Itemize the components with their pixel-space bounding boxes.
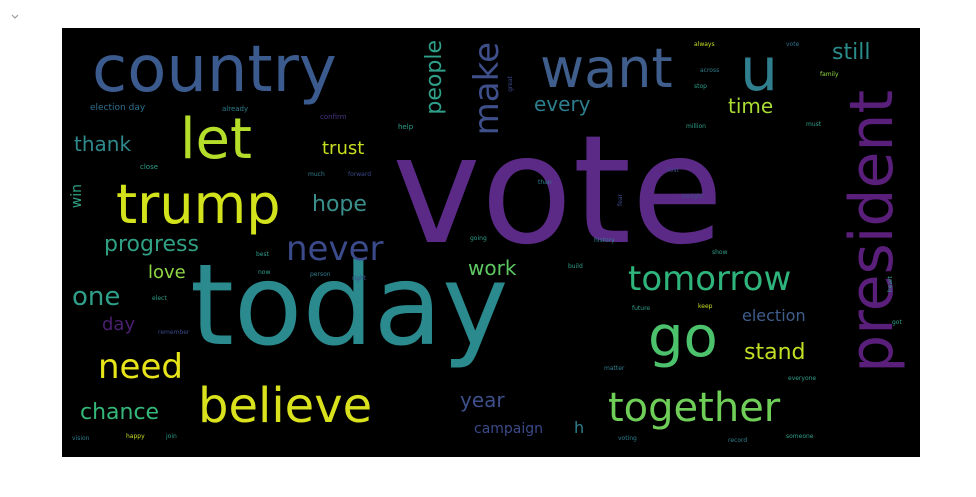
- cloud-word: much: [308, 171, 325, 178]
- collapse-toggle[interactable]: [4, 6, 26, 28]
- cloud-word: now: [258, 269, 271, 276]
- cloud-word: than: [538, 179, 552, 186]
- cloud-word: tonight: [682, 193, 704, 200]
- cloud-word: remember: [158, 329, 190, 336]
- cloud-word: going: [470, 235, 487, 242]
- cloud-word: h: [574, 418, 585, 437]
- cloud-word: everyone: [788, 375, 817, 382]
- cloud-word: need: [98, 347, 183, 387]
- cloud-word: never: [286, 229, 384, 269]
- cloud-word: every: [534, 92, 591, 116]
- cloud-word: day: [102, 314, 136, 335]
- cloud-word: stop: [694, 83, 707, 90]
- cloud-word: vote: [392, 104, 724, 278]
- cloud-word: always: [694, 41, 715, 48]
- cloud-word: go: [648, 305, 718, 370]
- cloud-word: keep: [698, 303, 713, 310]
- cloud-word: history: [594, 237, 615, 244]
- cloud-word: progress: [104, 232, 199, 257]
- cloud-word: hope: [312, 192, 367, 217]
- cloud-word: stand: [744, 340, 806, 365]
- cloud-word: want: [540, 37, 673, 100]
- cloud-word: chance: [80, 400, 160, 425]
- cloud-word: let: [180, 107, 252, 172]
- cloud-word: together: [608, 385, 781, 431]
- cloud-word: campaign: [474, 421, 544, 437]
- cloud-word: elect: [152, 295, 167, 302]
- cloud-word: year: [460, 388, 505, 412]
- cloud-word: election: [742, 306, 806, 325]
- cloud-word: person: [310, 271, 331, 278]
- cloud-word: happy: [126, 433, 145, 440]
- cloud-word: must: [806, 121, 822, 128]
- cloud-word: trump: [116, 173, 281, 236]
- cloud-word: matter: [604, 365, 625, 372]
- cloud-word: someone: [786, 433, 814, 440]
- cloud-word: vote: [786, 41, 800, 48]
- cloud-word: today: [190, 241, 509, 371]
- cloud-word: people: [422, 40, 447, 115]
- cloud-word: make: [467, 42, 507, 136]
- cloud-word: president: [837, 90, 907, 373]
- cloud-word: u: [740, 35, 779, 105]
- cloud-word: across: [700, 67, 720, 74]
- cloud-word: election day: [90, 103, 146, 113]
- cloud-word: win: [69, 184, 85, 209]
- cloud-word: still: [832, 40, 871, 65]
- cloud-word: tomorrow: [628, 259, 792, 299]
- cloud-word: fear: [617, 194, 624, 206]
- cloud-word: time: [728, 94, 774, 118]
- cloud-word: country: [92, 33, 337, 107]
- cloud-word: record: [728, 437, 748, 444]
- cloud-word: join: [166, 433, 177, 440]
- cloud-word: help: [398, 123, 414, 131]
- cloud-word: voting: [618, 435, 637, 442]
- cloud-word: million: [686, 123, 706, 130]
- cloud-word: thank: [74, 132, 132, 156]
- cloud-word: one: [72, 282, 121, 312]
- chevron-down-icon: [11, 14, 19, 19]
- cloud-word: lost: [668, 167, 679, 174]
- cloud-word: show: [712, 249, 728, 256]
- cloud-word: vision: [72, 435, 90, 442]
- cloud-word: already: [222, 105, 249, 113]
- cloud-word: right: [352, 275, 367, 282]
- cloud-word: confirm: [320, 113, 347, 121]
- word-cloud-image: vote today country want u let trump president be…: [62, 28, 920, 457]
- cloud-word: got: [892, 319, 902, 326]
- cloud-word: great: [507, 76, 514, 92]
- cloud-word: future: [632, 305, 651, 312]
- cloud-word: believe: [198, 378, 373, 434]
- cloud-word: work: [468, 256, 517, 280]
- cloud-word: forward: [348, 171, 372, 178]
- cloud-word: trust: [322, 138, 365, 159]
- cloud-word: love: [148, 262, 186, 283]
- cloud-word: heart: [887, 276, 894, 292]
- cloud-word: build: [568, 263, 583, 270]
- cloud-word: close: [140, 163, 159, 171]
- cloud-word: best: [256, 251, 269, 258]
- cloud-word: family: [820, 71, 839, 78]
